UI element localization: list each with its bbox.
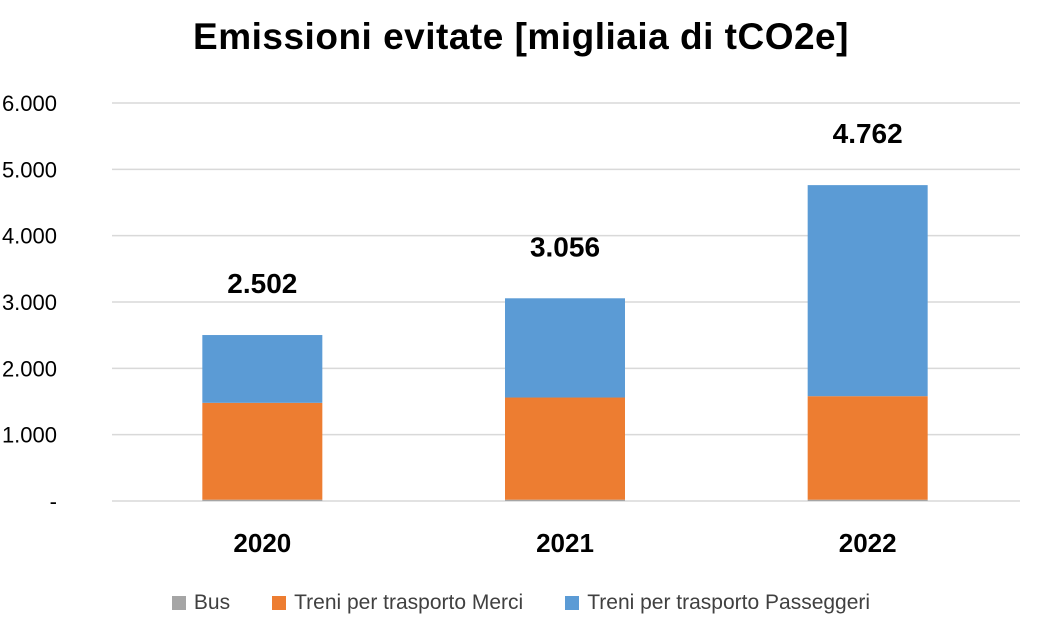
total-data-label: 3.056 xyxy=(530,231,600,262)
x-category-label: 2020 xyxy=(233,528,291,558)
bars xyxy=(202,185,928,501)
legend-label: Treni per trasporto Passeggeri xyxy=(587,591,871,614)
y-tick-label: 3.000 xyxy=(2,290,57,315)
bar-segment xyxy=(202,402,323,500)
bar-segment xyxy=(807,396,928,500)
legend: Bus Treni per trasporto Merci Treni per tr… xyxy=(0,591,1042,615)
bar-segment xyxy=(505,499,625,501)
total-labels: 2.502 3.056 4.762 xyxy=(227,118,902,299)
legend-item: Treni per trasporto Passeggeri xyxy=(565,591,870,615)
y-tick-label: 5.000 xyxy=(2,157,57,182)
legend-swatch xyxy=(171,596,186,610)
x-category-label: 2021 xyxy=(536,528,594,558)
y-tick-label: 6.000 xyxy=(2,91,57,116)
x-axis-category-labels: 2020 2021 2022 xyxy=(233,528,896,558)
y-tick-label: 2.000 xyxy=(2,356,57,381)
legend-swatch xyxy=(272,596,287,610)
bar-segment xyxy=(807,185,928,397)
bar-segment xyxy=(505,397,625,500)
legend-item: Treni per trasporto Merci xyxy=(272,591,523,615)
legend-label: Bus xyxy=(193,591,231,614)
bar-segment xyxy=(202,335,323,403)
bar-segment xyxy=(202,499,323,501)
y-axis-tick-labels: - 1.000 2.000 3.000 4.000 5.000 6.000 xyxy=(2,91,57,514)
total-data-label: 4.762 xyxy=(833,118,903,149)
x-category-label: 2022 xyxy=(839,528,897,558)
bar-segment xyxy=(505,298,625,398)
y-tick-label: 1.000 xyxy=(2,423,57,448)
bar-segment xyxy=(807,499,928,501)
y-tick-label: - xyxy=(50,489,57,514)
legend-swatch xyxy=(565,596,580,610)
y-tick-label: 4.000 xyxy=(2,224,57,249)
chart-title: Emissioni evitate [migliaia di tCO2e] xyxy=(193,16,849,57)
legend-item: Bus xyxy=(171,591,231,615)
legend-label: Treni per trasporto Merci xyxy=(294,591,524,614)
total-data-label: 2.502 xyxy=(227,268,297,299)
